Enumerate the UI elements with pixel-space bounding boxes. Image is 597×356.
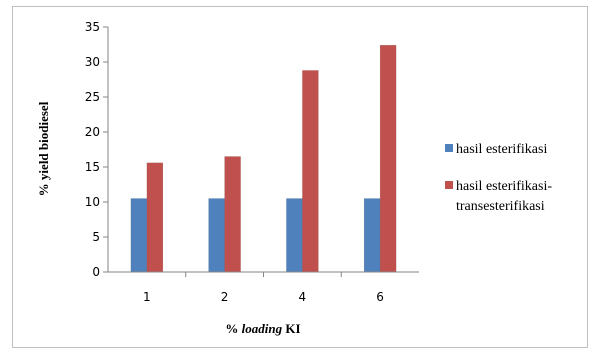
x-tick-label: 4 bbox=[299, 290, 307, 304]
bar-esterifikasi-6 bbox=[363, 198, 381, 273]
legend-swatch-transesterifikasi bbox=[445, 181, 453, 189]
y-tick-label: 5 bbox=[92, 230, 100, 244]
x-tick-label: 6 bbox=[376, 290, 384, 304]
bar-transesterifikasi-1 bbox=[146, 162, 164, 273]
x-tick-label: 2 bbox=[221, 290, 229, 304]
y-tick-label: 35 bbox=[85, 20, 100, 34]
y-tick-label: 30 bbox=[85, 55, 100, 69]
legend-label-transesterifikasi-line-1: hasil esterifikasi- bbox=[456, 179, 552, 194]
legend-swatch-esterifikasi bbox=[445, 144, 453, 152]
x-tick-label: 1 bbox=[143, 290, 151, 304]
y-tick-label: 15 bbox=[85, 160, 100, 174]
y-tick-label: 0 bbox=[92, 265, 100, 279]
x-tick-labels: 1 2 4 6 bbox=[143, 272, 384, 304]
y-axis-title: % yield biodiesel bbox=[36, 101, 51, 196]
y-tick-label: 10 bbox=[85, 195, 100, 209]
bar-esterifikasi-4 bbox=[286, 198, 303, 273]
x-axis-title: % loading KI bbox=[225, 321, 300, 336]
legend-label-transesterifikasi-line-2: transesterifikasi bbox=[456, 199, 545, 214]
x-axis-title-prefix: % bbox=[225, 321, 241, 336]
legend: hasil esterifikasi hasil esterifikasi-tra… bbox=[445, 142, 552, 214]
bars bbox=[130, 44, 397, 273]
bar-transesterifikasi-6 bbox=[379, 44, 397, 273]
bar-transesterifikasi-4 bbox=[302, 70, 319, 273]
bar-esterifikasi-2 bbox=[208, 198, 225, 273]
y-tick-labels: 0 5 10 15 20 25 30 35 bbox=[85, 20, 108, 279]
bar-esterifikasi-1 bbox=[130, 198, 148, 273]
legend-label-esterifikasi-line-1: hasil esterifikasi bbox=[456, 142, 547, 157]
bar-transesterifikasi-2 bbox=[224, 156, 241, 273]
y-tick-label: 20 bbox=[85, 125, 100, 139]
x-axis-title-suffix: KI bbox=[282, 321, 300, 336]
x-axis-title-italic: loading bbox=[242, 321, 283, 336]
y-tick-label: 25 bbox=[85, 90, 100, 104]
